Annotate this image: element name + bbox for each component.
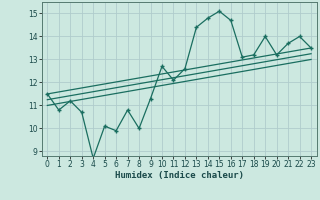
X-axis label: Humidex (Indice chaleur): Humidex (Indice chaleur) bbox=[115, 171, 244, 180]
